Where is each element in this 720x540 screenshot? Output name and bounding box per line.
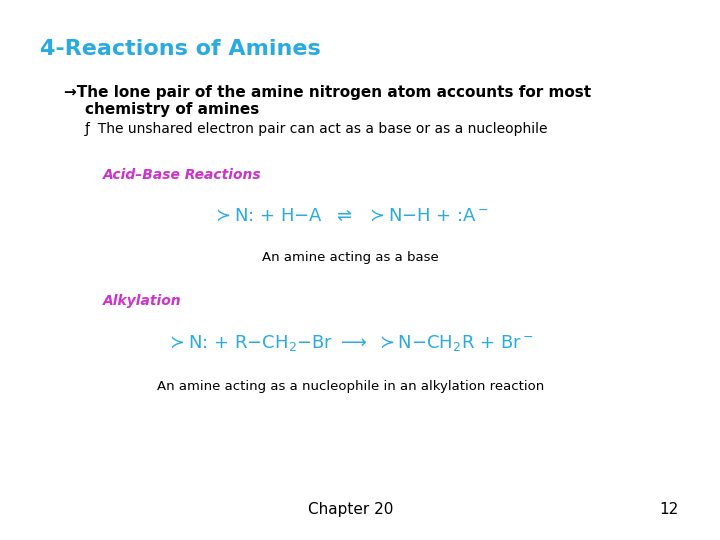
Text: Chapter 20: Chapter 20: [307, 502, 393, 517]
Text: 4-Reactions of Amines: 4-Reactions of Amines: [40, 39, 320, 59]
Text: Acid–Base Reactions: Acid–Base Reactions: [102, 168, 261, 182]
Text: →The lone pair of the amine nitrogen atom accounts for most
    chemistry of ami: →The lone pair of the amine nitrogen ato…: [64, 85, 591, 117]
Text: ƒ  The unshared electron pair can act as a base or as a nucleophile: ƒ The unshared electron pair can act as …: [85, 122, 549, 136]
Text: $\succ$N: + H$-$A  $\rightleftharpoons$  $\succ$N$-$H + :A$^-$: $\succ$N: + H$-$A $\rightleftharpoons$ $…: [212, 207, 489, 225]
Text: An amine acting as a base: An amine acting as a base: [262, 251, 438, 264]
Text: Alkylation: Alkylation: [102, 294, 181, 308]
Text: $\succ$N: + R$-$CH$_2$$-$Br $\longrightarrow$ $\succ$N$-$CH$_2$R + Br$^-$: $\succ$N: + R$-$CH$_2$$-$Br $\longrighta…: [166, 333, 534, 353]
Text: An amine acting as a nucleophile in an alkylation reaction: An amine acting as a nucleophile in an a…: [157, 380, 544, 393]
Text: 12: 12: [659, 502, 678, 517]
